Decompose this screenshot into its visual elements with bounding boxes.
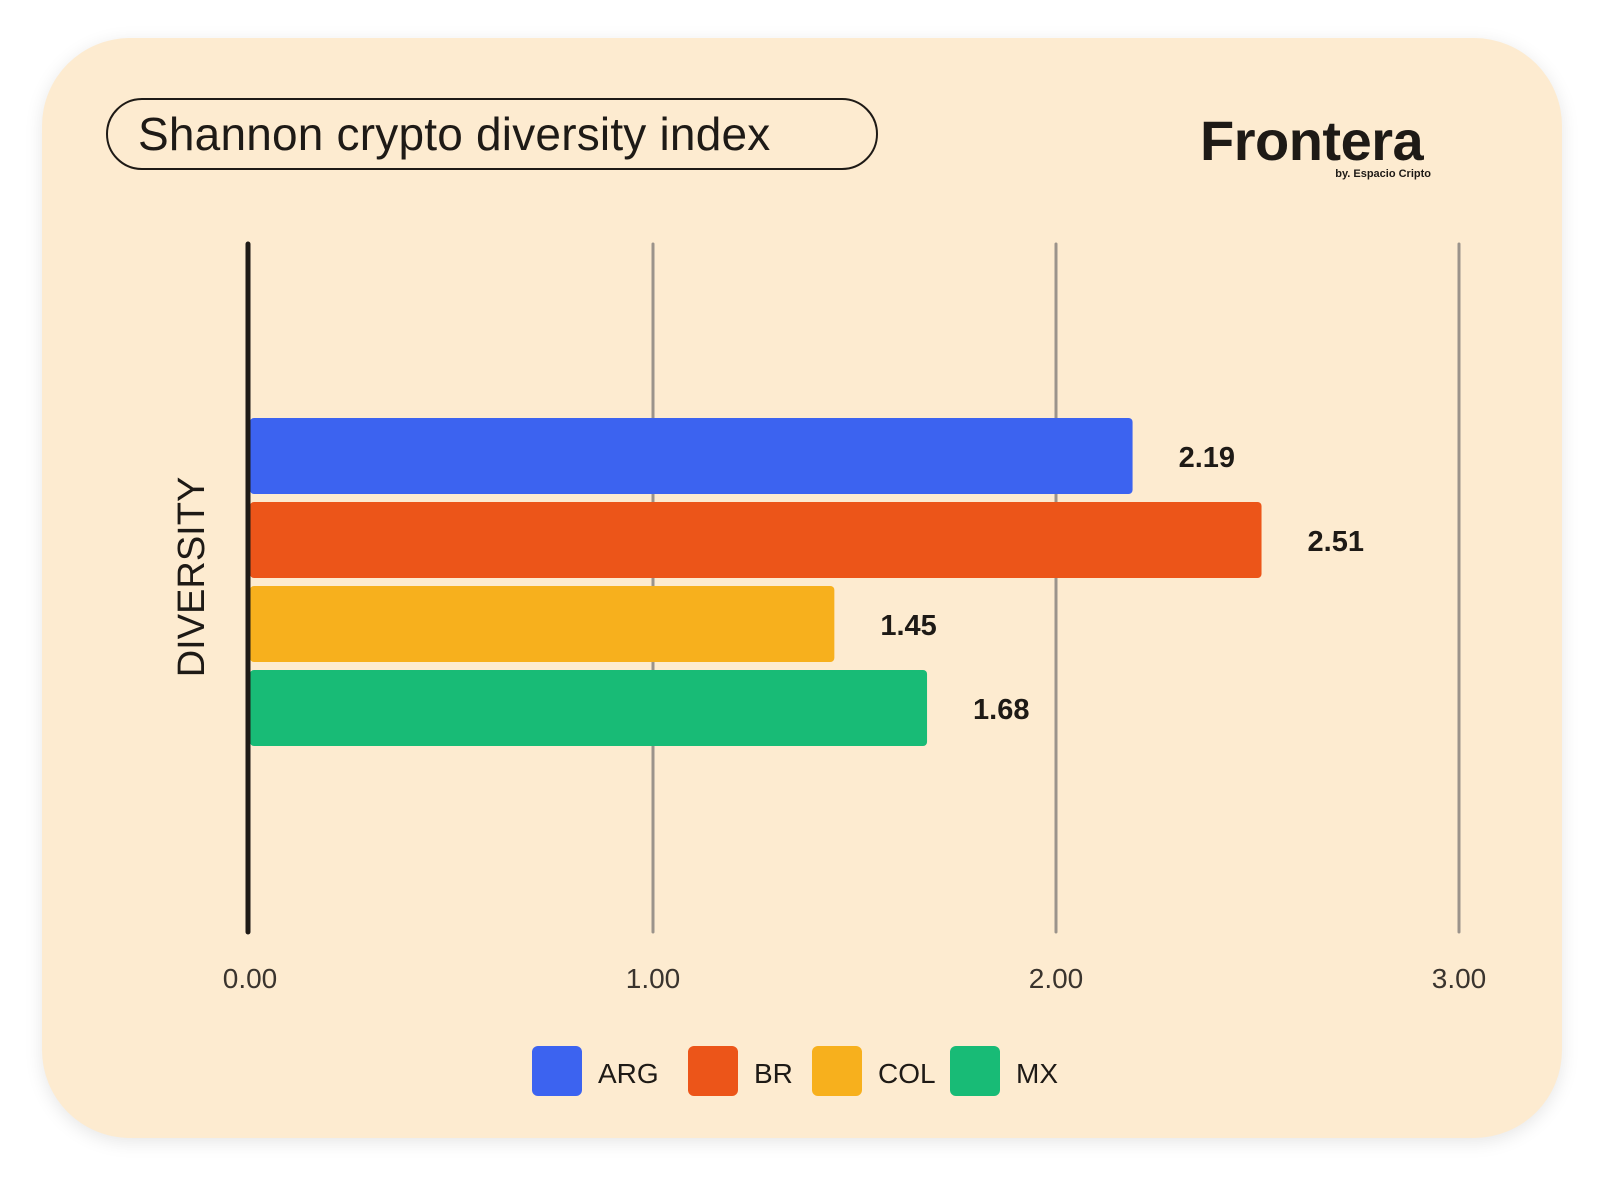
x-tick-label: 2.00 <box>1029 963 1084 994</box>
bar-value-label-col: 1.45 <box>880 610 936 642</box>
chart-title: Shannon crypto diversity index <box>106 98 878 170</box>
legend-label: MX <box>1016 1058 1058 1089</box>
legend-swatch <box>950 1046 1000 1096</box>
brand-logo: Frontera by. Espacio Cripto <box>1200 108 1445 188</box>
legend-label: ARG <box>598 1058 659 1089</box>
legend-swatch <box>688 1046 738 1096</box>
bar-value-label-mx: 1.68 <box>973 694 1029 726</box>
bar-mx <box>250 670 928 746</box>
legend: ARG BR COL MX <box>0 1046 1600 1106</box>
bar-value-label-br: 2.51 <box>1308 526 1364 558</box>
chart-title-text: Shannon crypto diversity index <box>138 108 771 160</box>
bar-br <box>250 502 1262 578</box>
x-tick-label: 3.00 <box>1432 963 1487 994</box>
bars: 2.19 2.51 1.45 1.68 <box>250 418 1364 746</box>
legend-label: COL <box>878 1058 936 1089</box>
brand-name: Frontera <box>1200 109 1424 172</box>
bar-col <box>250 586 835 662</box>
bar-arg <box>250 418 1133 494</box>
x-tick-label: 0.00 <box>223 963 278 994</box>
x-tick-label: 1.00 <box>626 963 681 994</box>
legend-swatch <box>812 1046 862 1096</box>
legend-swatch <box>532 1046 582 1096</box>
bar-value-label-arg: 2.19 <box>1179 442 1235 474</box>
brand-tagline: by. Espacio Cripto <box>1335 168 1431 180</box>
legend-label: BR <box>754 1058 793 1089</box>
axes: 0.00 1.00 2.00 3.00 <box>223 241 1487 994</box>
y-axis-label: DIVERSITY <box>171 477 213 678</box>
